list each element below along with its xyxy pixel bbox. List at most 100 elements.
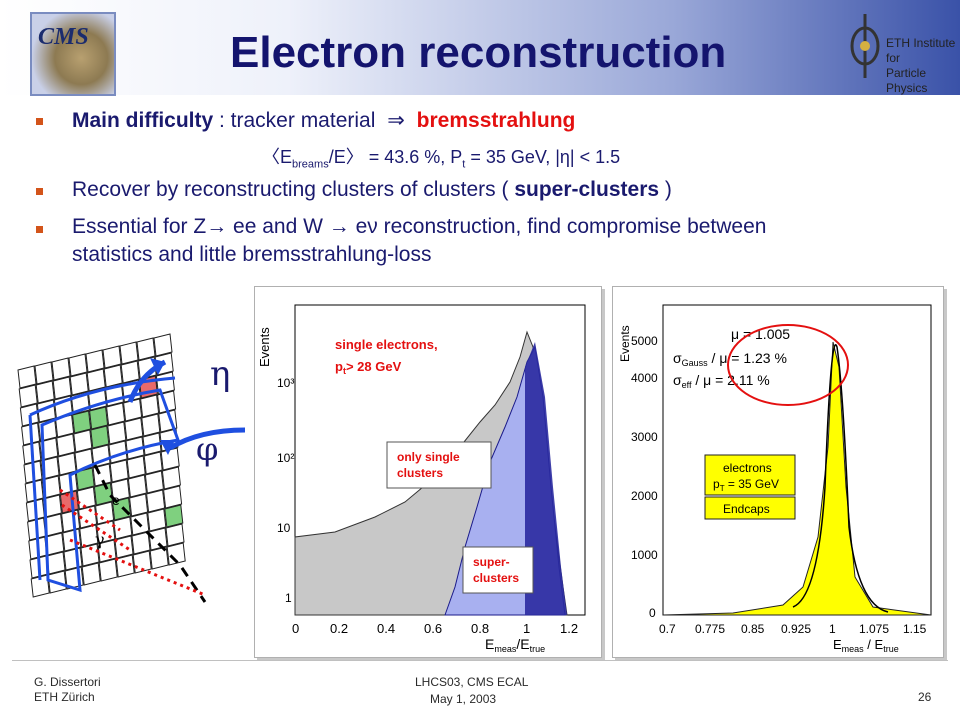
left-plot-panel: Events 10³ 10² 10 1 0 0.2 0.4 0.6 0.8 1 … [254,286,602,658]
left-ytick: 10 [277,521,291,535]
left-plot-xlabel: Emeas/Etrue [485,636,545,654]
grid-cell [69,372,89,396]
grid-cell [161,466,181,490]
left-annotation-2: pt> 28 GeV [335,359,402,376]
grid-cell [45,532,65,556]
grid-cell [85,349,105,373]
left-plot-ylabel: Events [257,327,272,367]
right-ytick: 3000 [631,430,658,444]
eth-logo-text: ETH Institute for Particle Physics [886,36,960,96]
footer-date: May 1, 2003 [430,692,497,706]
right-xtick: 0.85 [741,622,765,636]
bullet-2-bold: super-clusters [514,178,660,201]
grid-cell [35,380,55,404]
bullet-3-line1: Essential for Z→ ee and W → eν reconstru… [72,215,767,238]
formula-line: 〈Ebreams/E〉 = 43.6 %, Pt = 35 GeV, |η| <… [262,143,620,171]
grid-cell [61,509,81,533]
eta-arrowhead-icon [150,358,165,375]
grid-cell [107,421,127,445]
grid-cell [114,535,134,559]
supercluster-outline [40,388,181,593]
grid-cell [146,489,166,513]
grid-cell [81,562,101,586]
right-plot: Events 0 1000 2000 3000 4000 5000 0.7 0.… [618,304,932,654]
bullet-1: Main difficulty : tracker material ⇒ bre… [72,108,575,133]
grid-cell [129,493,149,517]
left-ytick: 10³ [277,376,294,390]
grid-cell [89,406,109,430]
left-legend-box-2 [462,546,534,594]
grid-cell [113,516,133,540]
grid-cell [136,337,156,361]
footer-institute: ETH Zürich [34,690,95,704]
grid-cell [98,558,118,582]
legend-super-2: clusters [473,571,519,585]
right-ytick: 4000 [631,371,658,385]
grid-cell [52,376,72,400]
grid-cell [78,505,98,529]
right-plot-panel: Events 0 1000 2000 3000 4000 5000 0.7 0.… [612,286,944,658]
formula-end: = 35 GeV, |η| < 1.5 [465,147,621,167]
grid-cell [144,470,164,494]
legend-only-single-1: only single [397,450,460,464]
left-xtick: 0.6 [424,621,442,636]
legend-only-single-2: clusters [397,466,443,480]
bullet-3-line2: statistics and little bremsstrahlung-los… [72,243,432,266]
grid-cell [51,357,71,381]
left-xtick: 1.2 [560,621,578,636]
right-ytick: 0 [649,606,656,620]
left-ytick: 1 [285,591,292,605]
grid-cell [30,574,50,598]
right-xtick: 0.7 [659,622,676,636]
bullet-marker [36,118,43,125]
left-plot: Events 10³ 10² 10 1 0 0.2 0.4 0.6 0.8 1 … [257,304,586,654]
slide-title: Electron reconstruction [230,28,727,77]
photon-tracks [59,488,206,597]
grid-cell [75,467,95,491]
right-plot-ylabel: Events [618,325,632,362]
legend-super-1: super- [473,555,510,569]
grid-cell [120,360,140,384]
grid-cell [56,433,76,457]
eta-label: η [210,354,230,394]
right-ytick: 2000 [631,489,658,503]
grid-cell [147,508,167,532]
grid-cell [40,456,60,480]
phi-logo-icon [850,14,880,78]
grid-cell [57,452,77,476]
grid-cell [163,485,183,509]
bullet-marker [36,226,43,233]
legend-electrons: electrons [723,461,772,475]
highlight-ellipse [727,324,849,406]
left-annotation-1: single electrons, [335,337,438,352]
right-xtick: 0.775 [695,622,725,636]
grid-cell [115,554,135,578]
left-legend-box-1 [386,441,492,489]
grid-cell [79,524,99,548]
cms-logo-text: CMS [38,24,89,50]
grid-cell [18,384,38,408]
implies-arrow: ⇒ [387,109,405,132]
grid-cell [166,542,186,566]
right-plot-frame [662,304,932,616]
left-xtick: 0.4 [377,621,395,636]
bullet-marker [36,188,43,195]
right-xtick: 0.925 [781,622,811,636]
grid-cell [102,345,122,369]
electron-label: e [112,492,120,508]
grid-cell [127,474,147,498]
footer-author: G. Dissertori [34,675,101,689]
right-plot-xlabel: Emeas / Etrue [833,637,899,654]
right-legend-box-1 [704,454,796,496]
grid-cell [165,523,185,547]
bullet-1-highlight: bremsstrahlung [416,109,576,132]
bullet-1-mid: : tracker material [213,109,382,132]
fit-mu: μ = 1.005 [731,326,790,342]
left-xtick: 0.8 [471,621,489,636]
right-xtick: 1.15 [903,622,927,636]
grid-cell [95,501,115,525]
grid-cell [143,451,163,475]
fit-sigma-eff: σeff / μ = 2.11 % [673,372,770,390]
grid-cell [148,527,168,551]
grid-cell [93,482,113,506]
